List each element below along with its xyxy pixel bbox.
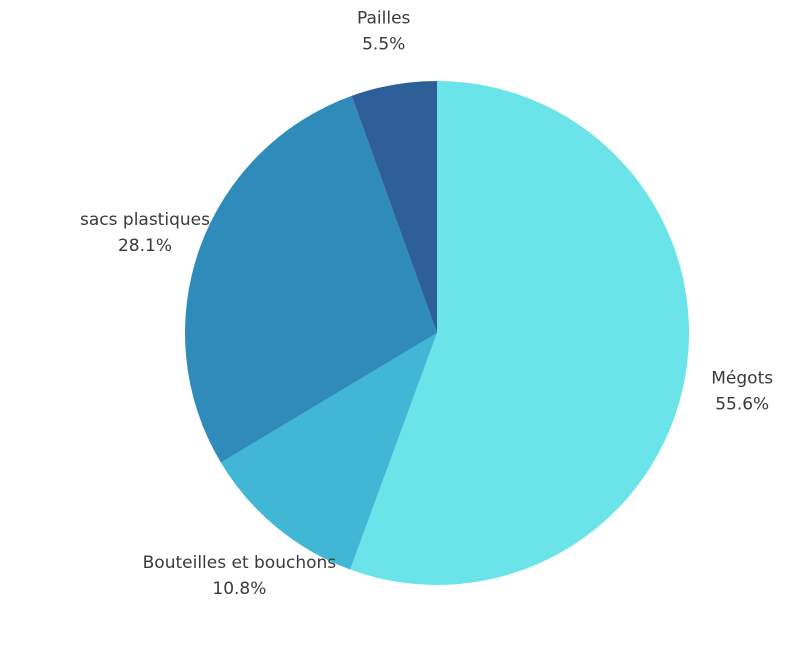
pie-labels: Mégots 55.6% Bouteilles et bouchons 10.8% sa… — [80, 9, 773, 599]
pie-slice-3 — [184, 95, 437, 463]
slice-label-1: Mégots — [711, 368, 773, 388]
pie-slices — [184, 81, 690, 585]
slice-label-4: Pailles — [357, 9, 411, 29]
slice-value-1: 55.6% — [715, 394, 769, 414]
slice-value-4: 5.5% — [362, 35, 405, 55]
slice-label-3: sacs plastiques — [80, 210, 210, 230]
pie-slice-1 — [350, 81, 690, 585]
slice-label-2: Bouteilles et bouchons — [143, 553, 337, 573]
pie-slice-2 — [220, 333, 437, 570]
slice-value-3: 28.1% — [118, 236, 172, 256]
slice-value-2: 10.8% — [212, 579, 266, 599]
pie-slice-4 — [351, 81, 437, 333]
